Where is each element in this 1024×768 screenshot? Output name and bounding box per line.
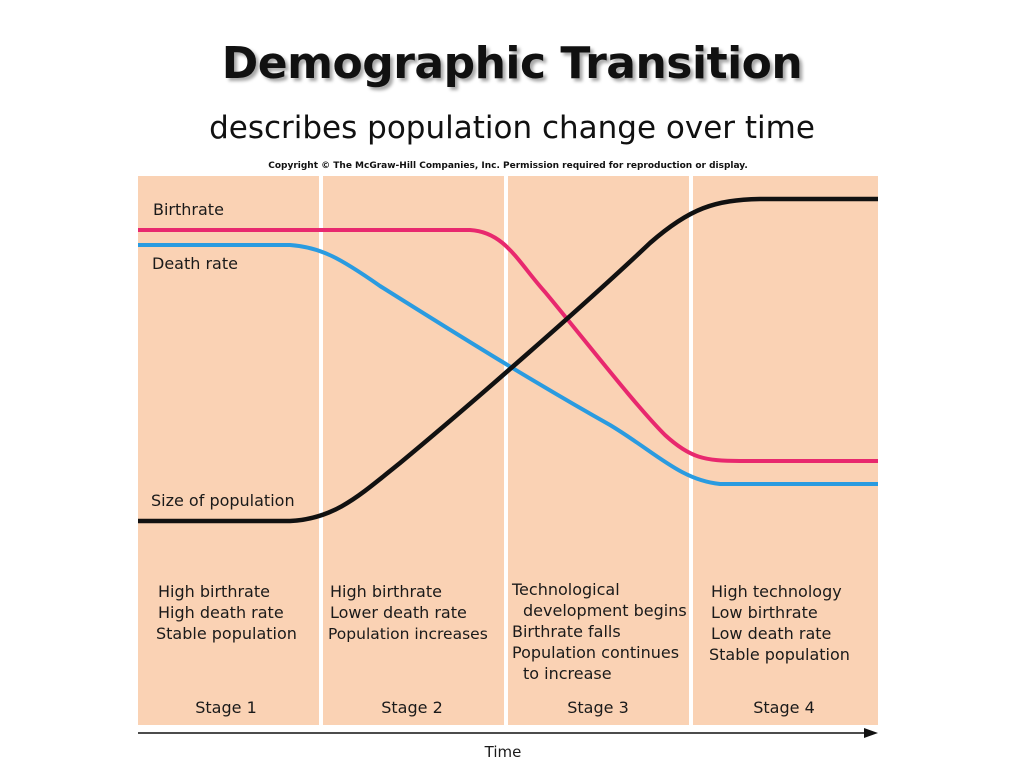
stage-2-description-line: Population increases — [328, 625, 488, 643]
stage-4-label: Stage 4 — [753, 698, 815, 717]
page-subtitle: describes population change over time — [209, 110, 815, 146]
stage-3-label: Stage 3 — [567, 698, 629, 717]
stage-3-description-line: development begins — [523, 601, 687, 620]
death-rate-curve — [138, 243, 878, 486]
stage-1-label: Stage 1 — [195, 698, 257, 717]
death-rate-label: Death rate — [152, 254, 238, 273]
stage-divider — [319, 176, 323, 725]
stage-4-description-line: Low death rate — [711, 624, 831, 643]
stage-3-description-line: Technological — [511, 580, 620, 599]
stage-1-description-line: High death rate — [158, 603, 284, 622]
birthrate-curve — [138, 228, 878, 463]
population-curve — [138, 196, 878, 524]
population-size-label: Size of population — [151, 491, 295, 510]
stage-3-description-line: Birthrate falls — [512, 622, 621, 641]
stage-3-description-line: to increase — [523, 664, 612, 683]
stage-2-label: Stage 2 — [381, 698, 443, 717]
stage-divider — [504, 176, 508, 725]
page-title: Demographic Transition — [221, 38, 803, 89]
time-axis-label: Time — [484, 743, 522, 761]
stage-4-description-line: Stable population — [709, 645, 850, 664]
birthrate-label: Birthrate — [153, 200, 224, 219]
time-axis-arrowhead — [864, 728, 878, 738]
stage-2-description-line: High birthrate — [330, 582, 442, 601]
stage-4-description-line: High technology — [711, 582, 842, 601]
stage-1-description-line: Stable population — [156, 624, 297, 643]
stage-1-description-line: High birthrate — [158, 582, 270, 601]
stage-divider — [689, 176, 693, 725]
stage-2-description-line: Lower death rate — [330, 603, 467, 622]
stage-4-description-line: Low birthrate — [711, 603, 818, 622]
stage-3-description-line: Population continues — [512, 643, 679, 662]
copyright-notice: Copyright © The McGraw-Hill Companies, I… — [268, 161, 748, 171]
